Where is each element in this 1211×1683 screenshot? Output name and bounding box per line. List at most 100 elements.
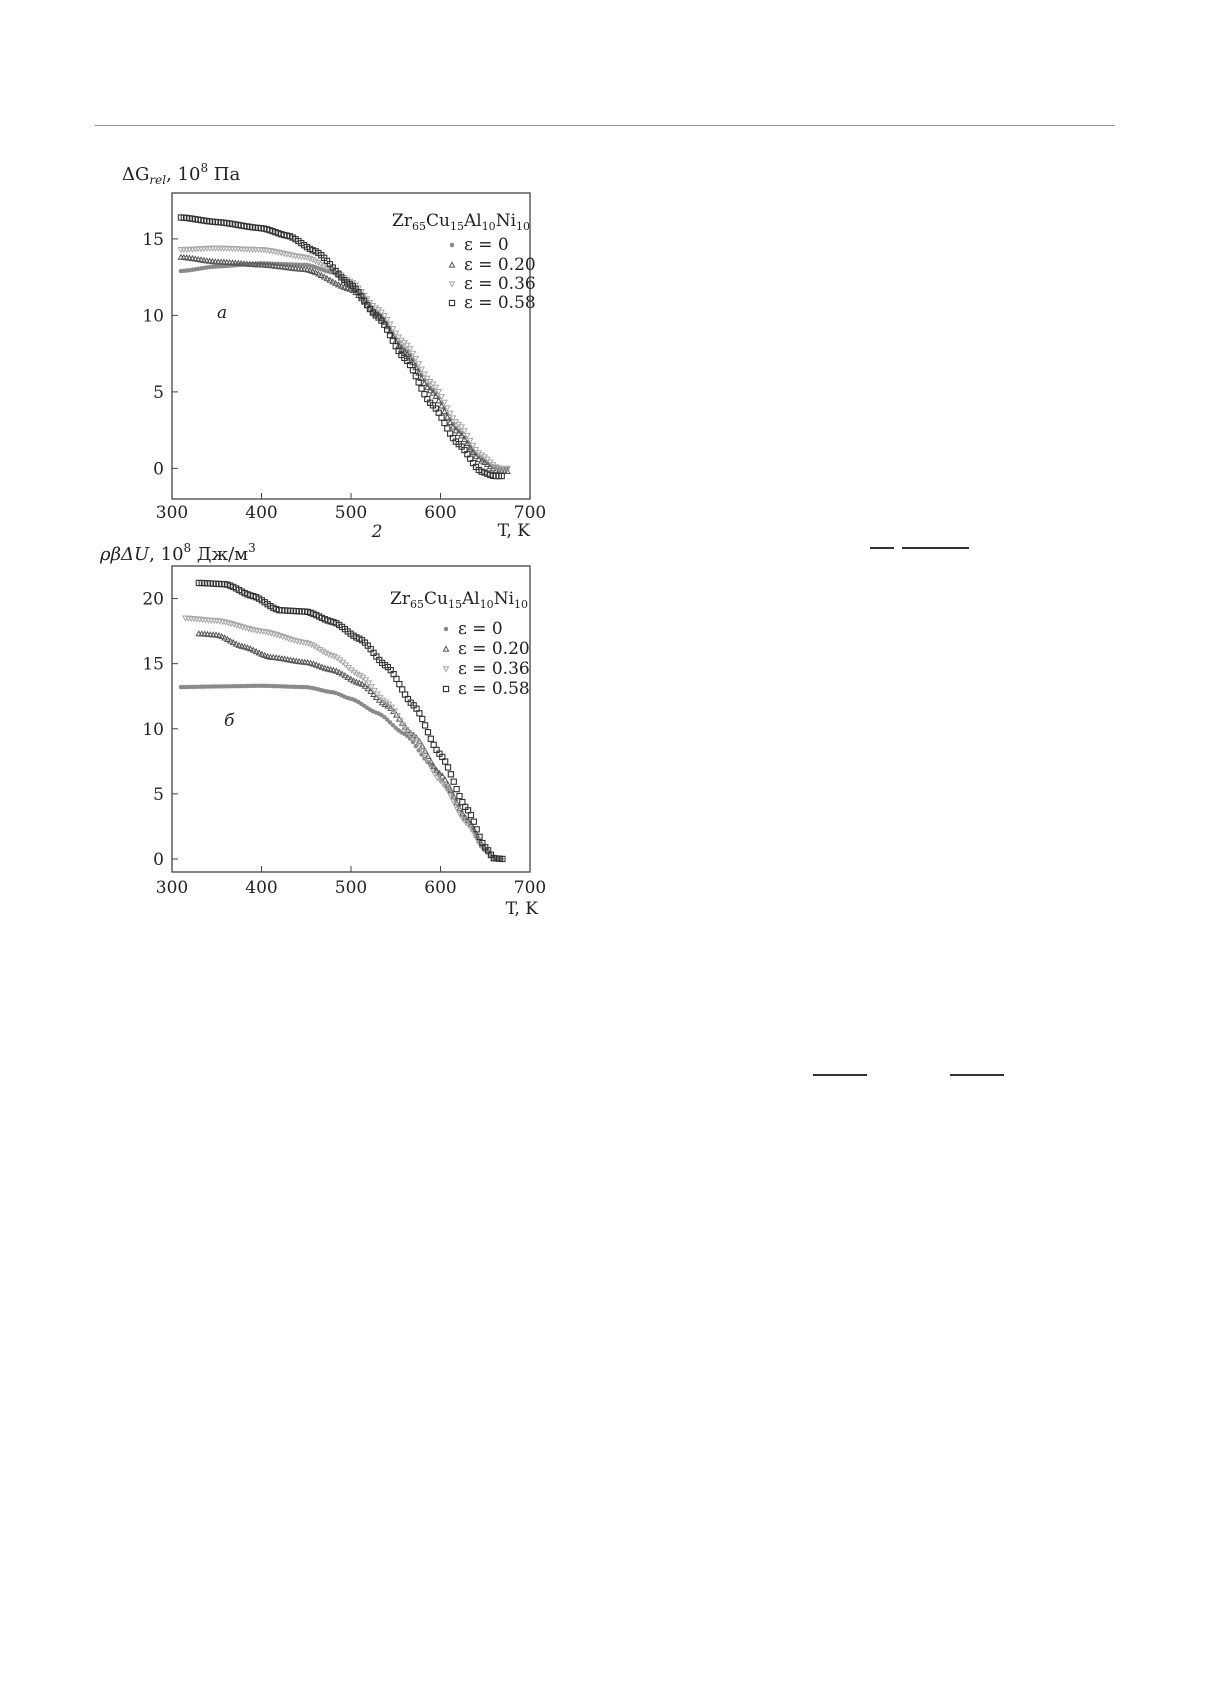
y-tick-label: 15 — [142, 655, 164, 675]
data-point — [405, 730, 413, 737]
legend-marker — [449, 242, 455, 248]
data-point — [469, 442, 477, 449]
data-point — [261, 651, 269, 659]
data-point — [221, 634, 229, 641]
data-point — [372, 305, 380, 312]
data-point — [352, 678, 360, 685]
data-point — [451, 801, 459, 808]
data-point — [370, 690, 378, 698]
data-point — [468, 826, 476, 833]
data-point — [467, 811, 475, 819]
data-point — [323, 274, 331, 282]
data-point — [438, 402, 446, 409]
data-point — [235, 641, 243, 648]
series-0-36 — [181, 615, 496, 861]
data-point — [303, 266, 311, 273]
data-point — [466, 437, 474, 445]
data-point — [418, 366, 425, 373]
fraction-bar — [902, 547, 969, 549]
x-tick-label: 300 — [156, 878, 188, 898]
data-point — [454, 806, 461, 814]
data-point — [476, 833, 483, 840]
data-point — [452, 427, 460, 434]
legend-marker — [448, 299, 456, 307]
data-point — [238, 642, 246, 649]
data-point — [393, 712, 401, 720]
data-point — [312, 661, 320, 668]
data-point — [503, 467, 511, 475]
data-point — [306, 266, 314, 274]
data-point — [363, 296, 371, 303]
data-point — [455, 429, 463, 437]
y-tick-label: 10 — [142, 720, 164, 740]
legend-entry: ε = 0.20 — [458, 639, 530, 659]
x-axis-label: T, K — [498, 521, 531, 541]
data-point — [426, 387, 434, 394]
data-point — [409, 367, 417, 374]
legend-title: Zr65Cu15Al10Ni10 — [390, 589, 528, 611]
legend-marker — [442, 685, 450, 693]
data-point — [419, 748, 427, 756]
data-point — [450, 778, 457, 785]
data-point — [304, 658, 312, 666]
data-point — [252, 647, 260, 655]
data-point — [385, 701, 393, 708]
data-point — [340, 283, 348, 290]
data-point — [332, 279, 340, 286]
legend-entry: ε = 0 — [464, 235, 509, 255]
data-point — [361, 682, 369, 689]
data-point — [335, 281, 342, 288]
data-point — [229, 638, 237, 646]
data-point — [453, 799, 461, 806]
data-point — [406, 346, 414, 353]
data-point — [218, 632, 226, 640]
data-point — [393, 725, 398, 731]
data-point — [416, 748, 421, 753]
data-point — [324, 665, 332, 672]
data-point — [423, 375, 431, 382]
data-point — [224, 635, 231, 642]
x-tick-label: 700 — [514, 878, 546, 898]
data-point — [427, 735, 434, 742]
data-point — [419, 715, 426, 723]
data-point — [447, 771, 455, 778]
data-point — [434, 775, 441, 782]
data-point — [463, 432, 471, 440]
data-point — [435, 397, 443, 404]
legend-entry: ε = 0 — [458, 619, 503, 639]
data-point — [422, 754, 430, 761]
data-point — [355, 679, 363, 686]
data-point — [399, 686, 406, 693]
data-point — [453, 785, 460, 793]
data-point — [370, 687, 378, 695]
data-point — [475, 455, 483, 462]
data-point — [421, 722, 429, 729]
series-0-58 — [195, 579, 506, 863]
data-point — [486, 462, 494, 470]
data-point — [446, 418, 454, 426]
data-point — [390, 707, 398, 714]
data-point — [468, 445, 473, 450]
data-point — [442, 758, 449, 765]
legend-marker — [448, 281, 456, 288]
data-point — [335, 668, 343, 676]
data-point — [456, 805, 463, 812]
legend-entry: ε = 0.58 — [464, 293, 536, 313]
data-point — [418, 385, 425, 392]
data-point — [388, 704, 396, 711]
data-point — [446, 410, 454, 417]
x-tick-label: 400 — [245, 878, 277, 898]
data-point — [472, 452, 480, 459]
data-point — [314, 260, 322, 267]
fraction-bar — [950, 1074, 1004, 1076]
data-point — [387, 704, 395, 711]
legend-marker — [442, 645, 450, 652]
data-point — [403, 342, 411, 349]
data-point — [409, 350, 417, 357]
data-point — [418, 742, 426, 749]
data-point — [317, 261, 325, 268]
data-point — [466, 444, 474, 451]
figure-number: 2 — [371, 522, 383, 542]
data-point — [470, 818, 477, 825]
data-point — [478, 452, 486, 459]
